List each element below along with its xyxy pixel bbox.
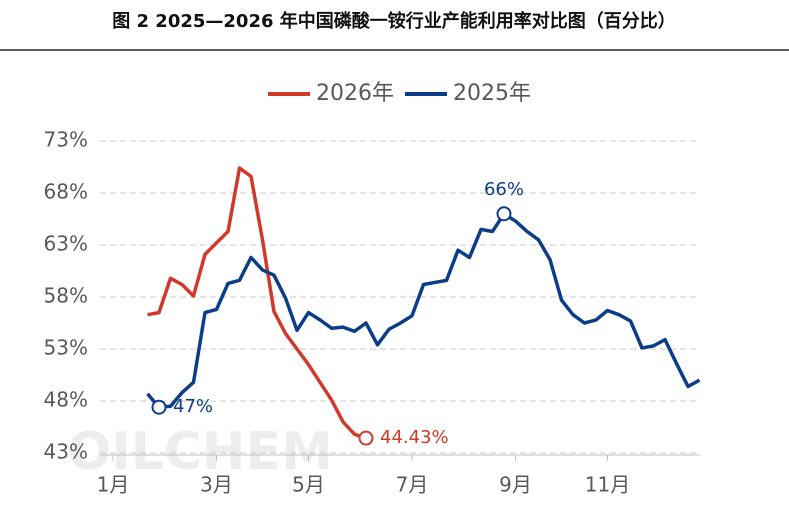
y-tick-label: 73% [44,128,88,152]
data-label: 44.43% [380,427,449,448]
x-tick-label: 11月 [585,473,630,497]
point-marker [358,430,374,446]
x-tick-label: 1月 [97,473,130,497]
x-tick-label: 9月 [499,473,532,497]
point-marker [151,399,167,415]
y-tick-label: 53% [44,336,88,360]
legend-label: 2026年 [316,81,394,106]
legend-label: 2025年 [453,81,531,106]
y-tick-label: 48% [44,388,88,412]
series-line [146,212,701,409]
point-marker [496,206,512,222]
data-label: 47% [173,396,213,417]
x-tick-label: 7月 [396,473,429,497]
y-tick-label: 58% [44,284,88,308]
x-tick-label: 5月 [292,473,325,497]
chart-title: 图 2 2025—2026 年中国磷酸一铵行业产能利用率对比图（百分比） [112,10,676,32]
series-line [147,166,367,440]
x-tick-label: 3月 [200,473,233,497]
data-label: 66% [484,179,524,200]
y-tick-label: 68% [44,180,88,204]
y-tick-label: 63% [44,232,88,256]
watermark: OILCHEM [67,422,333,482]
y-tick-label: 43% [44,440,88,464]
